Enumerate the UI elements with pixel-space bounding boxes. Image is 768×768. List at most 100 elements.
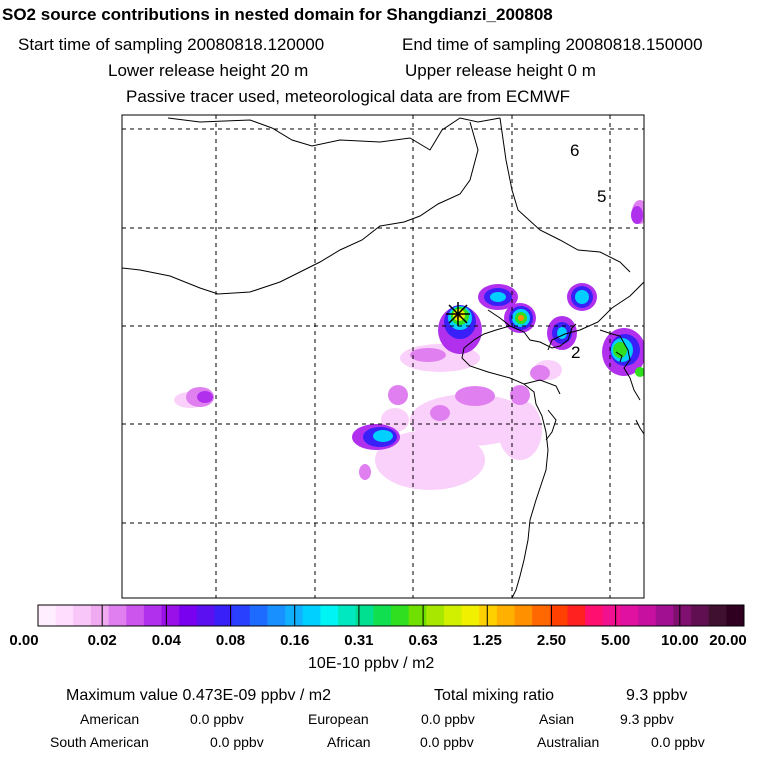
color-scale-label: 0.31 [344,632,374,649]
color-scale-swatch [532,605,551,626]
contour-label-5: 5 [597,187,606,206]
color-scale-swatch [408,605,427,626]
plot-title: SO2 source contributions in nested domai… [2,5,553,24]
color-scale-swatch [338,605,357,626]
start-time-text: Start time of sampling 20080818.120000 [18,35,325,54]
island-line [545,409,557,441]
color-scale-swatch [638,605,657,626]
plume-faint [498,400,542,460]
color-scale-swatch [567,605,586,626]
station-marker [446,302,470,326]
color-scale-swatch [55,605,74,626]
color-scale-swatch [196,605,215,626]
coast-line [461,309,549,598]
color-scale-label: 0.00 [9,632,39,649]
lower-release-height-text: Lower release height 20 m [108,61,309,80]
coast-line [599,329,641,401]
color-scale-swatch [108,605,127,626]
max-value-text: Maximum value 0.473E-09 ppbv / m2 [66,687,332,704]
region-value: 0.0 ppbv [421,711,475,727]
plume-faint [375,430,485,490]
color-scale-swatch [285,605,304,626]
color-scale-swatch [585,605,604,626]
color-scale-swatch [461,605,480,626]
color-scale-swatch [126,605,145,626]
plume-medium [631,206,643,224]
region-value: 0.0 ppbv [190,711,244,727]
region-name: South American [50,734,149,750]
upper-release-height-text: Upper release height 0 m [405,61,596,80]
region-value: 0.0 ppbv [651,734,705,750]
tracer-note-text: Passive tracer used, meteorological data… [126,87,571,106]
color-scale-swatch [267,605,286,626]
color-scale-label: 0.02 [87,632,117,649]
color-scale-swatch [249,605,268,626]
color-scale-swatch [655,605,674,626]
plume-cyan [373,430,393,442]
coast-line [509,323,577,349]
color-scale-swatch [320,605,339,626]
region-name: Asian [539,711,575,727]
color-scale-label: 10.00 [661,632,699,649]
color-scale-swatch [673,605,692,626]
region-value: 0.0 ppbv [210,734,264,750]
border-line [167,117,501,151]
color-scale-swatch [179,605,198,626]
color-scale-swatch [355,605,374,626]
color-scale-swatch [214,605,233,626]
region-value: 9.3 ppbv [620,711,674,727]
plume-cyan [490,292,506,302]
plume-orange [518,315,524,321]
map-frame [121,114,645,599]
plume-light [455,386,495,406]
island-line [615,351,623,363]
contribution-field [174,200,644,490]
color-scale-swatch [373,605,392,626]
color-scale-label: 0.16 [280,632,310,649]
color-scale-swatch [620,605,639,626]
contour-label-6: 6 [570,141,579,160]
border-line [122,121,479,295]
plume-light [510,385,530,405]
border-line [499,117,631,273]
plume-medium [197,391,213,403]
plume-green [635,367,644,377]
color-scale-swatch [708,605,727,626]
total-mixing-value: 9.3 ppbv [626,687,688,704]
plume-light [530,365,550,381]
region-name: American [80,711,140,727]
color-scale-swatch [38,605,57,626]
coastlines [122,117,644,598]
color-scale-swatch [514,605,533,626]
color-scale-label: 2.50 [536,632,567,649]
color-scale-label: 20.00 [709,632,747,649]
color-scale-swatch [232,605,251,626]
color-scale-swatch [479,605,498,626]
region-name: Australian [537,734,600,750]
color-scale-label: 1.25 [472,632,502,649]
color-scale-swatch [143,605,163,626]
color-scale-swatch [602,605,621,626]
color-scale-label: 0.63 [408,632,438,649]
plume-light [388,385,408,405]
island-line [635,419,644,435]
colorbar-unit: 10E-10 ppbv / m2 [308,655,435,672]
color-scale-swatch [302,605,321,626]
region-name: African [327,734,371,750]
lat-lon-grid [122,115,644,598]
color-scale-label: 0.04 [151,632,181,649]
coast-line [523,379,561,395]
plume-green [613,342,627,358]
end-time-text: End time of sampling 20080818.150000 [402,35,703,54]
color-scale-label: 0.08 [215,632,246,649]
color-scale-label: 5.00 [601,632,631,649]
plume-light [430,405,450,421]
border-line [547,281,644,351]
color-scale-swatch [443,605,463,626]
color-scale-swatch [161,605,180,626]
color-scale-swatch [726,605,745,626]
color-scale-swatch [73,605,92,626]
color-scale-swatch [90,605,110,626]
color-scale-swatch [426,605,445,626]
